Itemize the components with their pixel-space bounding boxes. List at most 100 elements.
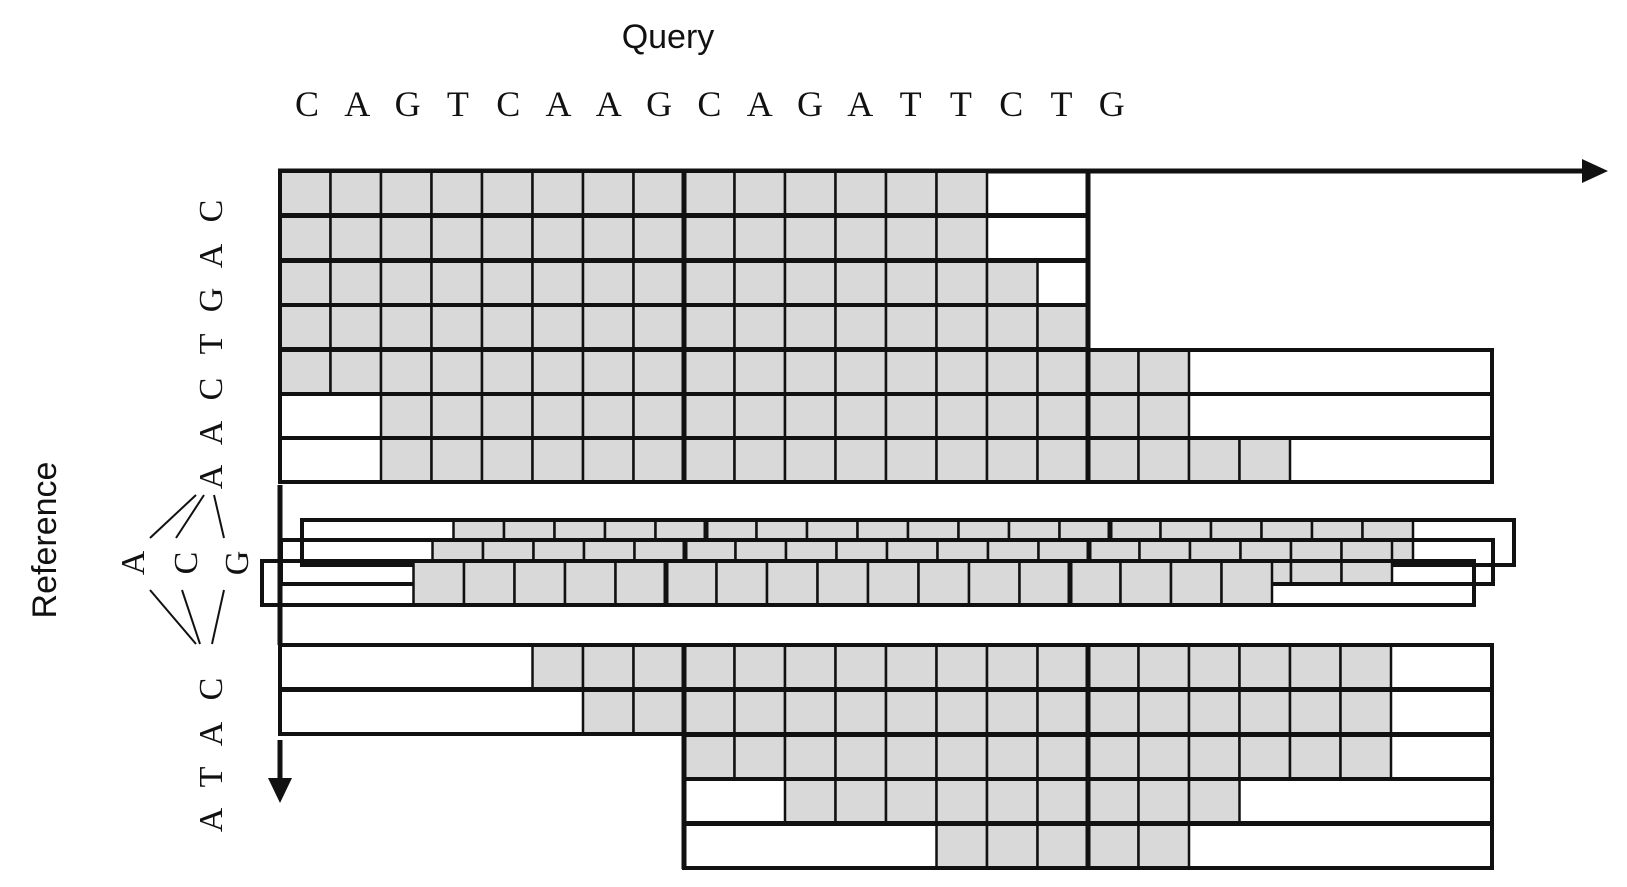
dp-cell <box>430 436 484 484</box>
dp-cell <box>1036 643 1090 691</box>
dp-cell <box>1036 777 1090 825</box>
dp-cell <box>430 169 484 217</box>
dp-cell <box>733 259 787 307</box>
dp-row-frame <box>278 436 1494 484</box>
dp-cell <box>329 348 383 396</box>
dp-cell <box>430 259 484 307</box>
dp-cell <box>430 392 484 440</box>
dp-cell <box>480 303 534 351</box>
dp-cell <box>664 559 718 607</box>
dp-cell <box>733 169 787 217</box>
dp-cell <box>935 259 989 307</box>
dp-cell <box>581 392 635 440</box>
dp-cell <box>379 348 433 396</box>
dp-cell <box>985 303 1039 351</box>
dp-cell <box>884 436 938 484</box>
dp-cell <box>733 214 787 262</box>
dp-cell <box>1339 733 1393 781</box>
branch-line <box>181 589 201 645</box>
dp-cell <box>563 559 617 607</box>
reference-branch-lines <box>149 494 225 645</box>
dp-cell <box>935 777 989 825</box>
dp-cell <box>935 214 989 262</box>
dp-cell <box>412 559 466 607</box>
dp-cell <box>1068 559 1122 607</box>
dp-cell <box>1288 688 1342 736</box>
branch-line <box>149 589 197 645</box>
dp-cell <box>480 436 534 484</box>
dp-cell <box>1036 688 1090 736</box>
dp-cell <box>632 259 686 307</box>
dp-cell <box>278 259 332 307</box>
dp-cell <box>682 688 736 736</box>
dp-cell <box>1220 559 1274 607</box>
dp-cell <box>379 214 433 262</box>
dp-cell <box>733 436 787 484</box>
reference-branch-letter: A <box>115 550 152 575</box>
reference-axis-title: Reference <box>26 462 64 619</box>
dp-cell <box>1238 733 1292 781</box>
dp-cell <box>531 348 585 396</box>
dp-cell <box>884 259 938 307</box>
reference-letter: A <box>193 464 230 489</box>
dp-cell <box>480 214 534 262</box>
dp-cell <box>715 559 769 607</box>
reference-letter: C <box>193 678 230 701</box>
dp-cell <box>1187 436 1241 484</box>
dp-cell <box>884 777 938 825</box>
query-letter: A <box>747 84 773 124</box>
dp-cell <box>884 348 938 396</box>
query-letter: T <box>950 84 972 124</box>
dp-cell <box>1288 733 1342 781</box>
dp-cell <box>834 643 888 691</box>
reference-letter: A <box>193 721 230 746</box>
dp-cell <box>733 688 787 736</box>
dp-cell <box>834 169 888 217</box>
dp-cell <box>816 559 870 607</box>
dp-cell <box>783 392 837 440</box>
dp-cell <box>480 348 534 396</box>
dp-cell <box>1137 733 1191 781</box>
dp-cell <box>834 688 888 736</box>
dp-cell <box>1086 643 1140 691</box>
dp-cell <box>985 348 1039 396</box>
dp-cell <box>1238 643 1292 691</box>
dp-cell <box>1137 436 1191 484</box>
dp-cell <box>278 348 332 396</box>
query-letter: T <box>900 84 922 124</box>
dp-cell <box>733 392 787 440</box>
dp-cell <box>1137 643 1191 691</box>
dp-cell <box>480 259 534 307</box>
dp-cell <box>682 436 736 484</box>
dp-cell <box>581 643 635 691</box>
dp-cell <box>834 259 888 307</box>
dp-cell <box>884 643 938 691</box>
dp-cell <box>581 303 635 351</box>
dp-cell <box>379 392 433 440</box>
dp-cell <box>632 688 686 736</box>
dp-cell <box>1036 436 1090 484</box>
dp-cell <box>531 303 585 351</box>
dp-cell <box>935 348 989 396</box>
dp-cell <box>278 169 332 217</box>
query-letter: G <box>797 84 823 124</box>
dp-cell <box>1119 559 1173 607</box>
dp-cell <box>783 688 837 736</box>
dp-cell <box>1086 392 1140 440</box>
dp-cell <box>682 303 736 351</box>
dp-cell <box>884 688 938 736</box>
dp-cell <box>884 214 938 262</box>
dp-cell <box>1137 777 1191 825</box>
query-letter: G <box>395 84 421 124</box>
query-letter: C <box>999 84 1023 124</box>
dp-cell <box>329 303 383 351</box>
dp-cell <box>834 348 888 396</box>
dp-cell <box>379 169 433 217</box>
dp-cell <box>783 643 837 691</box>
dp-cell <box>682 392 736 440</box>
dp-cell <box>985 436 1039 484</box>
dp-cell <box>531 643 585 691</box>
dp-cell <box>632 303 686 351</box>
